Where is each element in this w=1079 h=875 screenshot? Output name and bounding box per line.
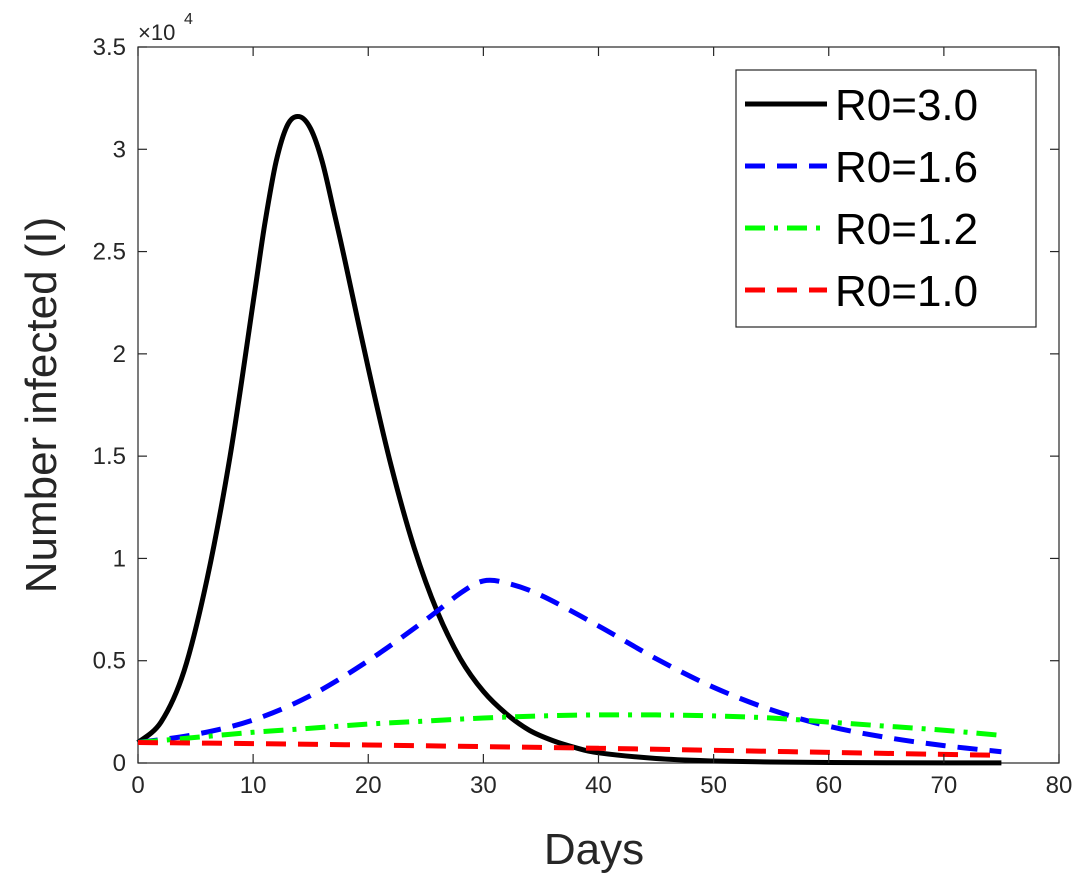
- series-line-r0-3-0: [136, 113, 1002, 766]
- y-axis-exponent-power: 4: [184, 11, 193, 28]
- legend-label: R0=1.0: [835, 267, 978, 316]
- x-axis-ticks: 0 10 20 30 40 50 60 70 80: [131, 47, 1072, 799]
- y-tick-label: 0.5: [93, 648, 126, 675]
- x-tick-label: 0: [131, 772, 144, 799]
- y-tick-label: 2: [113, 341, 126, 368]
- y-tick-label: 3: [113, 136, 126, 163]
- x-tick-label: 20: [355, 772, 382, 799]
- y-tick-label: 0: [113, 750, 126, 777]
- y-tick-label: 3.5: [93, 34, 126, 61]
- x-tick-label: 70: [931, 772, 958, 799]
- series-line-r0-1-2: [137, 712, 1002, 745]
- y-axis-ticks: 0 0.5 1 1.5 2 2.5 3 3.5: [93, 34, 1059, 777]
- legend: R0=3.0 R0=1.6 R0=1.2 R0=1.0: [735, 69, 1037, 328]
- y-axis-title: Number infected (I): [17, 217, 66, 594]
- x-axis-title: Days: [544, 825, 644, 874]
- y-tick-label: 1: [113, 545, 126, 572]
- y-tick-label: 1.5: [93, 443, 126, 470]
- y-tick-label: 2.5: [93, 239, 126, 266]
- legend-label: R0=1.6: [835, 143, 978, 192]
- legend-label: R0=1.2: [835, 205, 978, 254]
- y-axis-exponent-base: ×10: [138, 20, 175, 45]
- series-layer: [136, 113, 1002, 766]
- series-line-r0-1-0: [137, 740, 1002, 758]
- x-tick-label: 80: [1046, 772, 1073, 799]
- legend-label: R0=3.0: [835, 81, 978, 130]
- x-tick-label: 50: [700, 772, 727, 799]
- series-line-r0-1-6: [137, 577, 1002, 755]
- x-tick-label: 30: [470, 772, 497, 799]
- x-tick-label: 40: [585, 772, 612, 799]
- legend-box: [735, 69, 1037, 328]
- x-tick-label: 60: [815, 772, 842, 799]
- x-tick-label: 10: [240, 772, 267, 799]
